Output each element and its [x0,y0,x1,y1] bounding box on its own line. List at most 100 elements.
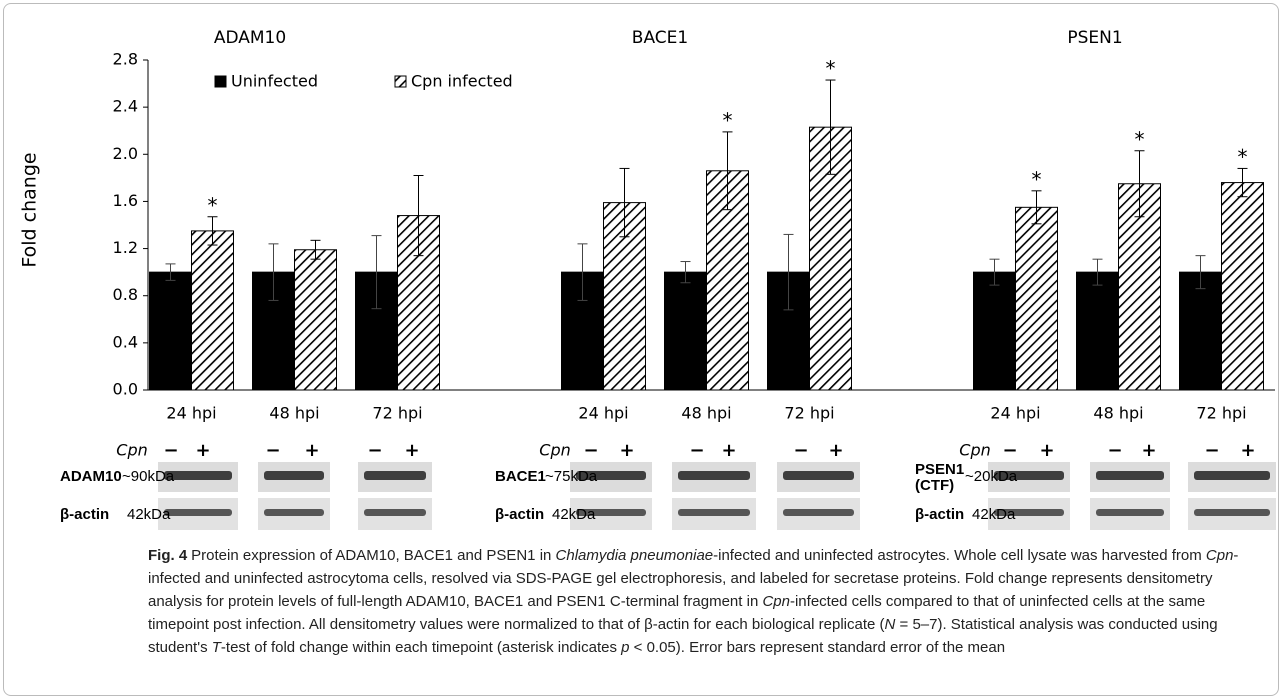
y-tick-label: 0.0 [113,380,138,399]
x-tick-label: 72 hpi [372,404,422,423]
caption-text: N [885,616,896,633]
bar [1180,272,1222,390]
control-size-label: 42kDa [972,506,1016,523]
control-label: β-actin [915,506,964,523]
blot-band [1096,509,1164,516]
lane-sign: − [367,440,382,461]
lane-sign: + [304,440,319,461]
protein-label: (CTF) [915,477,954,494]
y-tick-label: 1.2 [113,238,138,257]
y-tick-label: 2.4 [113,97,138,116]
lane-sign: − [689,440,704,461]
bar [192,231,234,390]
lane-sign: − [1107,440,1122,461]
x-tick-label: 24 hpi [990,404,1040,423]
size-label: ~90kDa [122,468,175,485]
x-tick-label: 48 hpi [1093,404,1143,423]
caption-text: -test of fold change within each timepoi… [221,639,621,656]
caption-text: -infected and uninfected astrocytes. Who… [713,547,1206,564]
caption-text: < 0.05). Error bars represent standard e… [629,639,1005,656]
x-tick-label: 72 hpi [784,404,834,423]
significance-marker: * [1032,167,1042,191]
caption-text: Protein expression of ADAM10, BACE1 and … [191,547,555,564]
caption-text: Chlamydia pneumoniae [556,547,714,564]
x-tick-label: 24 hpi [578,404,628,423]
blot-band [1194,509,1270,516]
lane-sign: + [404,440,419,461]
significance-marker: * [1238,145,1248,169]
blot-band [264,509,324,516]
blot-band [364,471,426,480]
blot-band [264,471,324,480]
cpn-label: Cpn [116,441,147,460]
blot-band [783,471,854,480]
blot-band [678,509,750,516]
legend-label: Cpn infected [411,72,513,91]
protein-label: ADAM10 [60,468,122,485]
blot-band [678,471,750,480]
lane-sign: + [1039,440,1054,461]
size-label: ~20kDa [965,468,1018,485]
lane-sign: + [828,440,843,461]
page: Fold change 0.0 0.4 0.8 1.2 1.6 2.0 2.4 2.8 ADAM… [0,0,1282,699]
figure: Fold change 0.0 0.4 0.8 1.2 1.6 2.0 2.4 2.8 ADAM… [0,0,1282,540]
protein-label: PSEN1 [915,461,964,478]
y-tick-label: 2.0 [113,144,138,163]
lane-sign: − [583,440,598,461]
size-label: ~75kDa [545,468,598,485]
y-tick-label: 1.6 [113,191,138,210]
bar [665,272,707,390]
lane-sign: + [721,440,736,461]
bar [150,272,192,390]
blot-band [1194,471,1270,480]
y-tick-label: 2.8 [113,50,138,69]
significance-marker: * [723,108,733,132]
lane-sign: + [619,440,634,461]
protein-label: BACE1 [495,468,546,485]
group-title: ADAM10 [214,28,286,48]
lane-sign: + [1141,440,1156,461]
significance-marker: * [208,193,218,217]
blot-band [783,509,854,516]
blot-band [164,471,232,480]
caption-label: Fig. 4 [148,547,187,564]
caption-text: T [212,639,221,656]
control-label: β-actin [495,506,544,523]
y-tick-label: 0.4 [113,332,138,351]
bar [1222,183,1264,390]
legend-label: Uninfected [231,72,318,91]
cpn-label: Cpn [539,441,570,460]
lane-sign: − [163,440,178,461]
blot-band [1096,471,1164,480]
lane-sign: − [265,440,280,461]
group-title: BACE1 [632,28,688,48]
blot-band [364,509,426,516]
caption-text: Cpn [762,593,790,610]
lane-sign: + [1240,440,1255,461]
bar [295,250,337,390]
blot-band [164,509,232,516]
x-tick-label: 48 hpi [269,404,319,423]
bar [1077,272,1119,390]
caption-text: Cpn [1206,547,1234,564]
x-tick-label: 48 hpi [681,404,731,423]
bar [974,272,1016,390]
group-title: PSEN1 [1067,28,1122,48]
x-tick-label: 24 hpi [166,404,216,423]
lane-sign: + [195,440,210,461]
lane-sign: − [1204,440,1219,461]
legend-swatch [215,76,226,87]
control-size-label: 42kDa [552,506,596,523]
y-tick-label: 0.8 [113,285,138,304]
legend-swatch [395,76,406,87]
y-axis-label: Fold change [19,152,41,267]
cpn-label: Cpn [959,441,990,460]
bar [1016,207,1058,390]
control-label: β-actin [60,506,109,523]
x-tick-label: 72 hpi [1196,404,1246,423]
lane-sign: − [793,440,808,461]
significance-marker: * [1135,127,1145,151]
lane-sign: − [1002,440,1017,461]
significance-marker: * [826,57,836,81]
